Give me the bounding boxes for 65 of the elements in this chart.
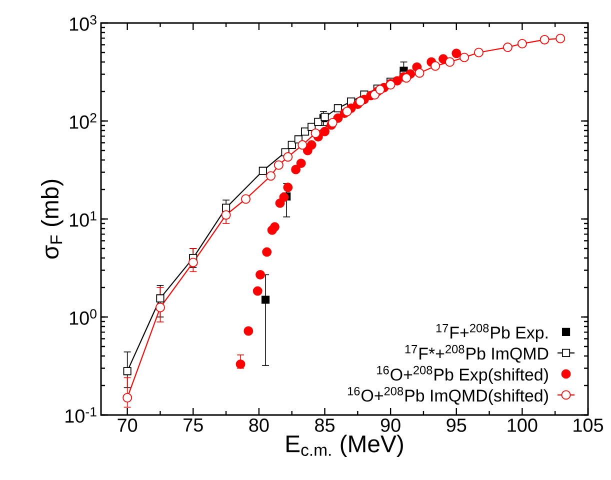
point <box>502 42 512 52</box>
point <box>270 222 280 232</box>
point <box>430 61 440 71</box>
x-tick-label: 105 <box>574 418 603 432</box>
point <box>241 194 251 204</box>
x-tick-label: 80 <box>249 418 269 432</box>
point <box>221 210 231 220</box>
point <box>291 164 301 174</box>
y-tick-label: 10$^{0}$ <box>70 309 96 325</box>
legend-label: $^{16}$O+$^{208}$Pb ImQMD(shifted) <box>348 386 548 405</box>
point <box>556 34 566 44</box>
point <box>258 166 267 175</box>
y-tick-label: 10$^{-1}$ <box>66 407 96 423</box>
point <box>262 247 272 257</box>
point <box>328 118 338 128</box>
point <box>310 128 320 138</box>
point <box>244 326 254 336</box>
y-tick-label: 10$^{3}$ <box>70 15 96 31</box>
point <box>156 294 164 302</box>
point <box>334 104 342 112</box>
point <box>445 57 455 67</box>
point <box>123 367 132 376</box>
point <box>261 296 270 304</box>
point <box>306 140 316 150</box>
point <box>314 118 322 126</box>
point <box>474 48 484 58</box>
y-tick-label: 10$^{1}$ <box>70 211 96 227</box>
point <box>414 68 424 78</box>
point <box>460 52 470 62</box>
legend-label: $^{17}$F*+$^{208}$Pb ImQMD <box>405 344 548 363</box>
x-tick-label: 100 <box>508 418 538 432</box>
point <box>188 258 198 268</box>
point <box>288 140 296 149</box>
point <box>452 48 462 58</box>
point <box>266 171 276 181</box>
point <box>375 84 385 94</box>
x-tick-label: 95 <box>446 418 466 432</box>
point <box>320 126 330 136</box>
point <box>256 270 265 280</box>
y-tick-label: 10$^{2}$ <box>70 113 96 129</box>
point <box>252 286 262 296</box>
point <box>296 158 306 168</box>
x-tick-label: 90 <box>380 418 400 432</box>
point <box>300 128 310 136</box>
x-tick-label: 70 <box>118 418 138 432</box>
point <box>222 204 230 212</box>
legend-label: $^{16}$O+$^{208}$Pb Exp(shifted) <box>377 366 548 384</box>
point <box>342 106 352 116</box>
point <box>122 392 132 402</box>
point <box>283 182 293 192</box>
point <box>274 160 284 170</box>
point <box>156 302 165 312</box>
point <box>279 192 289 202</box>
point <box>517 38 527 48</box>
point <box>540 34 550 44</box>
point <box>236 359 246 369</box>
point <box>283 152 293 162</box>
point <box>402 73 412 83</box>
x-axis-title: E$_{c.m.}$ (MeV) <box>286 434 403 458</box>
x-tick-label: 85 <box>315 418 334 432</box>
legend-label: $^{17}$F+$^{208}$Pb Exp. <box>436 324 548 342</box>
point <box>298 140 308 150</box>
point <box>356 96 366 106</box>
x-tick-label: 75 <box>184 418 203 432</box>
y-axis-title: σ$_{F}$ (mb) <box>41 180 64 259</box>
